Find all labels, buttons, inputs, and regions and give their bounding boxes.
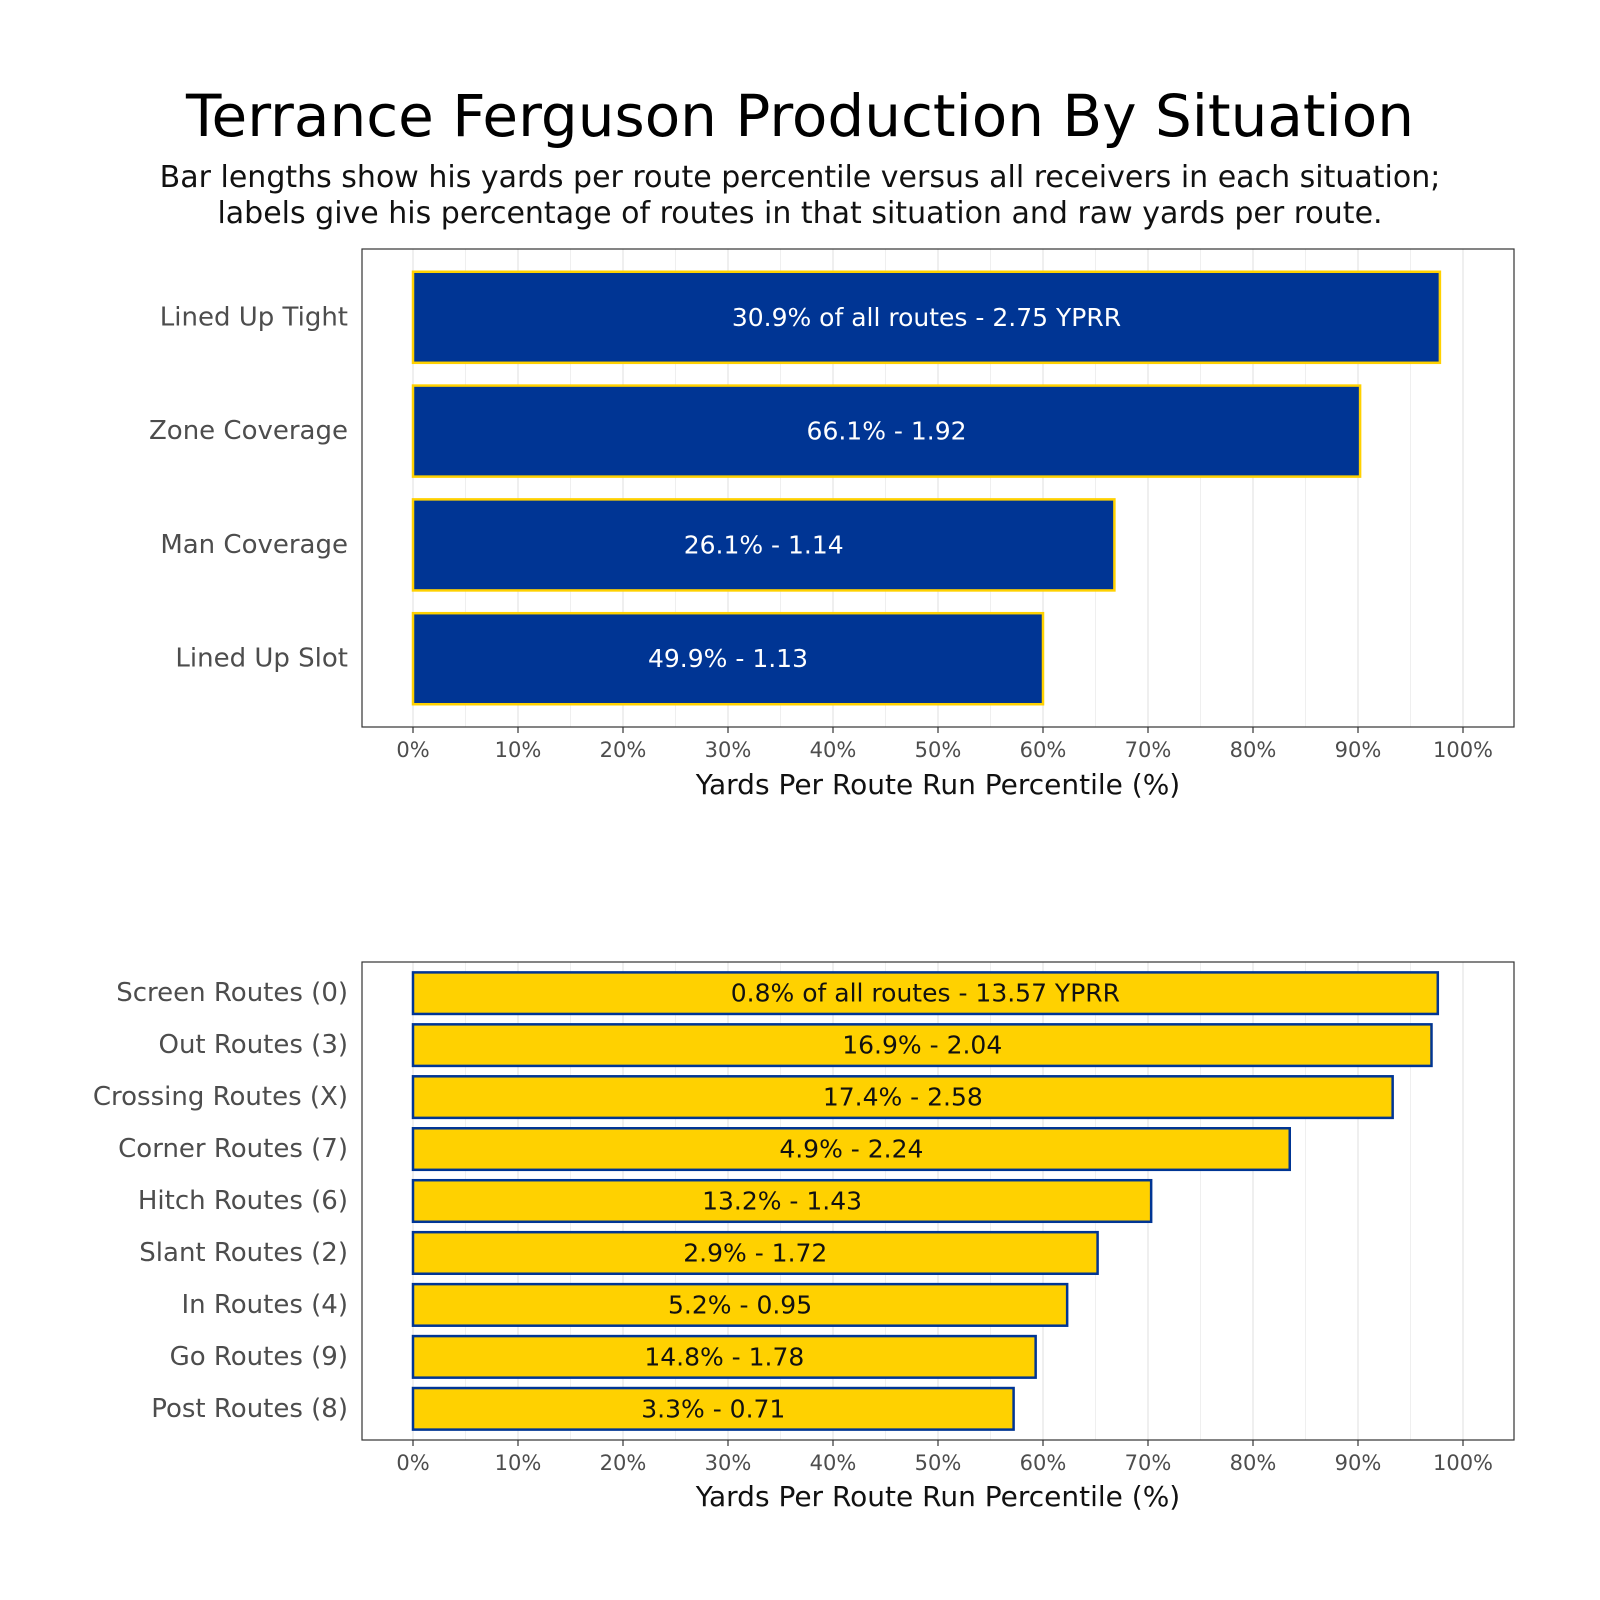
bar-data-label: 16.9% - 2.04: [842, 1031, 1002, 1060]
category-label: Screen Routes (0): [116, 978, 348, 1008]
chart-title: Terrance Ferguson Production By Situatio…: [185, 82, 1415, 150]
x-tick-label: 70%: [1125, 1451, 1172, 1475]
bar-data-label: 4.9% - 2.24: [779, 1135, 923, 1164]
bar-data-label: 66.1% - 1.92: [807, 417, 967, 446]
x-tick-label: 10%: [495, 1451, 542, 1475]
x-tick-label: 50%: [915, 738, 962, 762]
bar: [411, 611, 1045, 706]
x-tick-label: 70%: [1125, 738, 1172, 762]
x-tick-label: 90%: [1335, 1451, 1382, 1475]
x-tick-label: 20%: [600, 1451, 647, 1475]
bar: [411, 384, 1362, 478]
x-tick-label: 80%: [1230, 738, 1277, 762]
bar-data-label: 17.4% - 2.58: [823, 1083, 983, 1112]
category-label: Crossing Routes (X): [93, 1082, 348, 1112]
x-axis-title: Yards Per Route Run Percentile (%): [695, 1480, 1180, 1513]
category-label: In Routes (4): [181, 1290, 348, 1320]
x-tick-label: 10%: [495, 738, 542, 762]
bar-data-label: 14.8% - 1.78: [644, 1342, 804, 1371]
x-tick-label: 100%: [1433, 1451, 1493, 1475]
category-label: Corner Routes (7): [118, 1134, 348, 1164]
bar: [411, 1386, 1015, 1431]
bar: [411, 1230, 1099, 1275]
category-label: Go Routes (9): [170, 1342, 348, 1372]
bar: [411, 1178, 1153, 1224]
category-label: Out Routes (3): [158, 1030, 348, 1060]
x-tick-label: 40%: [810, 738, 857, 762]
category-label: Hitch Routes (6): [138, 1186, 348, 1216]
x-tick-label: 20%: [600, 738, 647, 762]
x-tick-label: 50%: [915, 1451, 962, 1475]
bar-data-label: 5.2% - 0.95: [668, 1290, 812, 1319]
category-label: Lined Up Tight: [160, 302, 348, 332]
category-label: Post Routes (8): [151, 1394, 348, 1424]
bar-data-label: 26.1% - 1.14: [684, 530, 844, 559]
x-tick-label: 90%: [1335, 738, 1382, 762]
bar-data-label: 3.3% - 0.71: [641, 1394, 785, 1423]
bar-data-label: 49.9% - 1.13: [648, 644, 808, 673]
x-axis-title: Yards Per Route Run Percentile (%): [695, 768, 1180, 801]
x-tick-label: 80%: [1230, 1451, 1277, 1475]
x-tick-label: 30%: [705, 738, 752, 762]
bar: [411, 1075, 1394, 1120]
chart-subtitle-line-2: labels give his percentage of routes in …: [217, 196, 1383, 231]
bar: [411, 1023, 1433, 1068]
x-tick-label: 60%: [1020, 1451, 1067, 1475]
bar: [411, 971, 1440, 1016]
bar-data-label: 30.9% of all routes - 2.75 YPRR: [732, 303, 1121, 332]
x-tick-label: 0%: [396, 738, 429, 762]
category-label: Slant Routes (2): [139, 1238, 348, 1268]
x-tick-label: 30%: [705, 1451, 752, 1475]
category-label: Lined Up Slot: [175, 644, 348, 674]
bar-data-label: 13.2% - 1.43: [702, 1187, 862, 1216]
x-tick-label: 100%: [1433, 738, 1493, 762]
bar-data-label: 0.8% of all routes - 13.57 YPRR: [731, 979, 1120, 1008]
category-label: Man Coverage: [160, 530, 348, 560]
bar: [411, 1127, 1291, 1172]
x-tick-label: 0%: [396, 1451, 429, 1475]
x-tick-label: 40%: [810, 1451, 857, 1475]
bar: [411, 498, 1116, 592]
chart-subtitle-line-1: Bar lengths show his yards per route per…: [159, 160, 1441, 195]
category-label: Zone Coverage: [149, 416, 348, 446]
bar: [411, 270, 1442, 365]
bar-data-label: 2.9% - 1.72: [683, 1238, 827, 1267]
bar: [411, 1334, 1037, 1379]
x-tick-label: 60%: [1020, 738, 1067, 762]
bar: [411, 1282, 1069, 1327]
